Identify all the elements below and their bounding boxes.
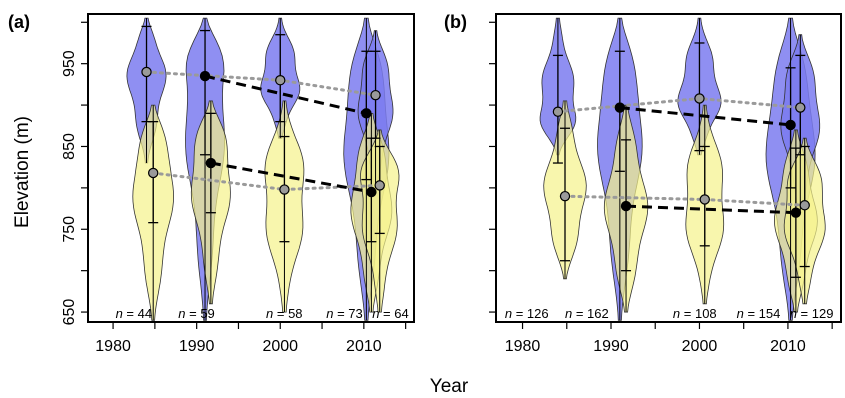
median-point <box>699 194 710 205</box>
median-point <box>559 190 571 202</box>
x-tick-label: 1990 <box>179 338 215 355</box>
y-tick-label: 650 <box>61 299 78 326</box>
dashed-trend-line <box>619 106 791 127</box>
median-point <box>205 157 217 169</box>
median-point <box>614 102 626 113</box>
median-point <box>361 108 372 119</box>
x-tick-label: 2000 <box>262 338 298 355</box>
sample-size-label: n = 154 <box>737 306 781 321</box>
dotted-trend-line <box>563 194 807 207</box>
median-point <box>552 106 564 117</box>
plot-area <box>126 17 400 321</box>
x-tick-label: 1990 <box>593 338 629 355</box>
median-point <box>275 75 286 86</box>
median-point <box>785 119 796 131</box>
median-point <box>199 70 211 82</box>
x-tick-label: 1980 <box>95 338 131 355</box>
x-tick-label: 2010 <box>770 338 806 355</box>
sample-size-label: n = 129 <box>790 306 834 321</box>
median-point <box>790 207 802 218</box>
median-point <box>366 186 377 198</box>
y-tick-label: 850 <box>61 133 78 160</box>
plot-frame <box>87 13 415 323</box>
dashed-trend-line <box>625 204 796 215</box>
median-point <box>279 184 290 195</box>
panel-label: (a) <box>8 12 30 32</box>
sample-size-label: n = 73 <box>326 306 363 321</box>
median-point <box>799 200 810 211</box>
x-tick-label: 2000 <box>682 338 718 355</box>
panel-label: (b) <box>444 12 467 32</box>
panel-a: n = 44 n = 59 n = 58 n = 73 n = 64 650 750 850 9… <box>8 12 415 355</box>
sample-size-label: n = 126 <box>505 306 549 321</box>
plot-frame <box>495 13 842 323</box>
median-point <box>370 89 381 101</box>
sample-size-label: n = 58 <box>266 306 303 321</box>
panel-b: n = 126 n = 162 n = 108 n = 154 n = 129 1980 1… <box>444 12 842 355</box>
y-tick-label: 750 <box>61 216 78 243</box>
median-point <box>141 66 152 78</box>
x-tick-label: 1980 <box>505 338 541 355</box>
x-tick-label: 2010 <box>346 338 382 355</box>
sample-size-label: n = 44 <box>116 306 153 321</box>
median-point <box>374 180 385 191</box>
dashed-trend-line <box>204 74 367 115</box>
dashed-trend-line <box>210 161 372 194</box>
y-tick-label: 950 <box>61 50 78 77</box>
x-axis-title: Year <box>430 376 469 397</box>
sample-size-label: n = 59 <box>178 306 215 321</box>
sample-size-label: n = 162 <box>565 306 609 321</box>
median-point <box>620 200 632 212</box>
median-point <box>795 102 806 113</box>
plot-area <box>539 17 826 321</box>
sample-size-label: n = 64 <box>372 306 409 321</box>
y-axis-title: Elevation (m) <box>12 116 33 228</box>
median-point <box>694 93 705 104</box>
median-point <box>147 167 159 179</box>
sample-size-label: n = 108 <box>673 306 717 321</box>
